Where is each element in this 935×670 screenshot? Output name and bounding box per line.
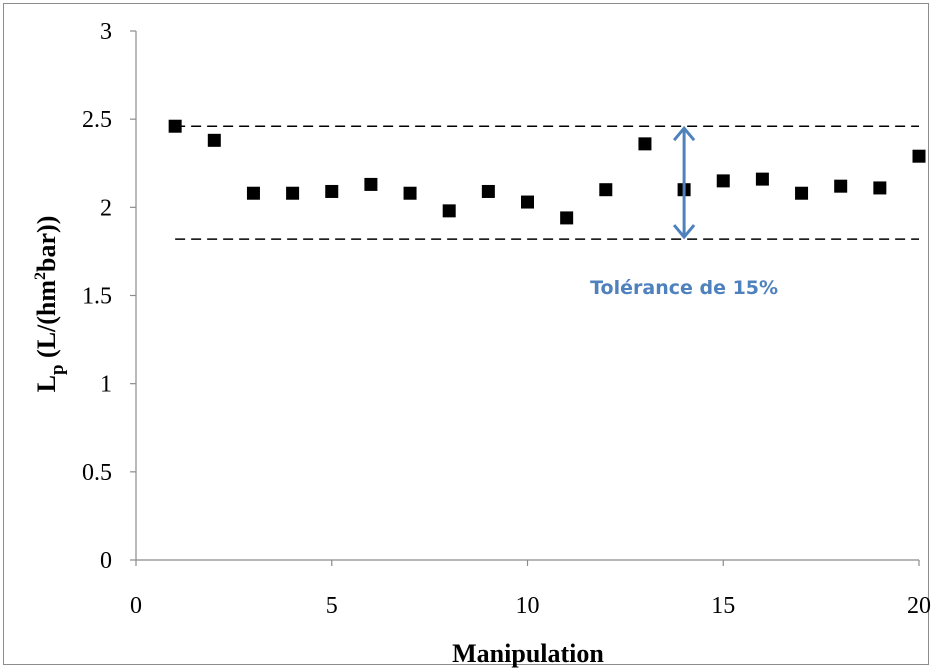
data-point bbox=[364, 177, 378, 191]
tolerance-annotation: Tolérance de 15% bbox=[590, 125, 778, 299]
data-point bbox=[716, 174, 730, 188]
tolerance-label: Tolérance de 15% bbox=[590, 277, 778, 299]
x-axis-title: Manipulation bbox=[452, 639, 604, 668]
data-point bbox=[442, 204, 456, 218]
tolerance-arrow-head-down bbox=[672, 224, 696, 240]
y-axis-title-unit-sup: 2 bbox=[32, 272, 49, 280]
y-tick-label: 3 bbox=[100, 19, 112, 45]
data-point bbox=[325, 184, 339, 198]
data-point bbox=[521, 195, 534, 209]
data-point bbox=[286, 186, 300, 200]
y-tick-label: 1 bbox=[100, 372, 112, 398]
y-axis-title-unit-open: (L/(hm bbox=[32, 280, 61, 365]
data-point bbox=[795, 186, 809, 200]
data-point bbox=[207, 133, 221, 147]
data-point bbox=[834, 179, 848, 193]
data-point bbox=[873, 181, 887, 195]
y-tick-label: 2.5 bbox=[82, 107, 112, 133]
data-point bbox=[560, 211, 574, 225]
x-tick-label: 5 bbox=[326, 593, 338, 619]
chart-frame bbox=[3, 3, 929, 665]
data-point bbox=[246, 186, 260, 200]
data-point bbox=[403, 186, 417, 200]
tick-labels: 0 0.5 1 1.5 2 2.5 3 0 5 10 15 20 bbox=[82, 19, 931, 619]
y-tick-label: 2 bbox=[100, 195, 112, 221]
data-point bbox=[912, 149, 926, 163]
x-tick-label: 10 bbox=[516, 593, 540, 619]
data-points bbox=[168, 119, 926, 225]
x-tick-label: 20 bbox=[907, 593, 931, 619]
axes bbox=[130, 30, 920, 566]
data-point bbox=[638, 137, 652, 151]
y-axis-title: Lp (L/(hm2bar)) bbox=[32, 216, 68, 393]
data-point bbox=[481, 184, 495, 198]
tolerance-arrow-head-up bbox=[672, 125, 696, 142]
x-tick-label: 0 bbox=[130, 593, 142, 619]
reference-lines bbox=[175, 125, 919, 240]
data-point bbox=[599, 183, 613, 197]
data-point bbox=[168, 119, 182, 133]
data-point bbox=[755, 172, 769, 186]
x-tick-label: 15 bbox=[711, 593, 735, 619]
y-axis-title-subscript: p bbox=[47, 364, 68, 375]
y-tick-label: 1.5 bbox=[82, 284, 112, 310]
y-axis-title-main: L bbox=[32, 375, 61, 392]
y-tick-label: 0 bbox=[100, 548, 112, 574]
y-axis-title-unit-close: bar)) bbox=[32, 216, 61, 272]
y-tick-label: 0.5 bbox=[82, 460, 112, 486]
